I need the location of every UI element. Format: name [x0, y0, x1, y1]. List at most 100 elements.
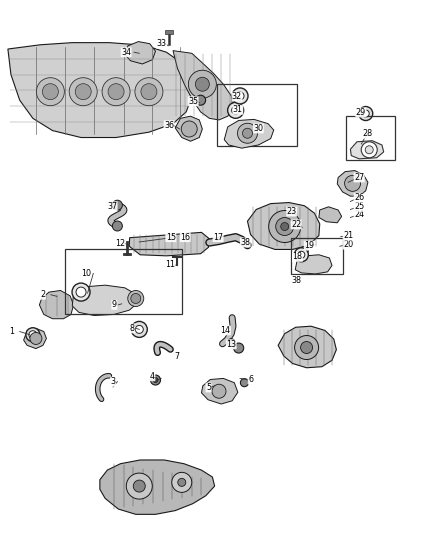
Circle shape [151, 375, 160, 385]
Text: 5: 5 [206, 383, 211, 392]
Text: 10: 10 [81, 269, 91, 278]
Text: 14: 14 [221, 326, 230, 335]
Circle shape [228, 102, 244, 118]
Text: 28: 28 [363, 130, 373, 138]
Text: 27: 27 [354, 173, 364, 182]
Text: 30: 30 [254, 124, 263, 133]
Circle shape [42, 84, 58, 100]
Text: 7: 7 [174, 352, 180, 361]
Circle shape [141, 84, 157, 100]
Circle shape [131, 294, 141, 303]
Circle shape [36, 78, 64, 106]
Text: 19: 19 [304, 241, 314, 250]
Text: 36: 36 [164, 121, 174, 130]
Polygon shape [100, 460, 215, 514]
Text: 20: 20 [343, 240, 353, 249]
Circle shape [237, 123, 258, 143]
Circle shape [300, 246, 308, 255]
Circle shape [365, 146, 373, 154]
Circle shape [113, 221, 122, 231]
Polygon shape [24, 328, 46, 349]
Circle shape [236, 92, 244, 100]
Polygon shape [224, 119, 274, 148]
Text: 38: 38 [291, 276, 301, 285]
Polygon shape [8, 43, 192, 138]
Circle shape [295, 335, 318, 360]
Circle shape [188, 70, 216, 98]
Text: 13: 13 [226, 340, 236, 349]
Polygon shape [72, 285, 138, 316]
Circle shape [268, 211, 301, 243]
Bar [291, 238, 343, 274]
Text: 3: 3 [110, 377, 116, 386]
Circle shape [195, 77, 209, 91]
Bar [217, 84, 297, 146]
Circle shape [294, 248, 308, 262]
Text: 9: 9 [112, 301, 117, 309]
Circle shape [72, 283, 90, 301]
Text: 23: 23 [286, 207, 297, 216]
Circle shape [243, 128, 252, 138]
Circle shape [76, 287, 86, 297]
Polygon shape [278, 326, 336, 368]
Text: 29: 29 [356, 108, 366, 117]
Circle shape [298, 251, 305, 259]
Text: 21: 21 [343, 231, 353, 240]
Text: 4: 4 [150, 372, 155, 381]
Text: 34: 34 [121, 48, 131, 56]
Circle shape [128, 290, 144, 306]
Circle shape [212, 384, 226, 398]
Circle shape [300, 342, 313, 353]
Circle shape [69, 78, 97, 106]
Polygon shape [295, 255, 332, 274]
Circle shape [234, 343, 244, 353]
Circle shape [113, 200, 122, 210]
Text: 35: 35 [188, 97, 198, 106]
Circle shape [281, 222, 289, 231]
Circle shape [362, 110, 369, 117]
Text: 22: 22 [291, 220, 301, 229]
Circle shape [227, 338, 235, 347]
Circle shape [232, 106, 240, 115]
Text: 1: 1 [9, 327, 14, 336]
Text: 18: 18 [293, 253, 302, 261]
Circle shape [361, 142, 377, 158]
Circle shape [102, 78, 130, 106]
Circle shape [172, 472, 192, 492]
Circle shape [196, 95, 205, 105]
Text: 31: 31 [233, 106, 243, 114]
Text: 12: 12 [115, 239, 125, 247]
Circle shape [240, 378, 248, 387]
Circle shape [133, 480, 145, 492]
Circle shape [181, 121, 197, 137]
Polygon shape [247, 203, 320, 249]
Text: 2: 2 [40, 290, 46, 299]
Circle shape [131, 321, 147, 337]
Circle shape [359, 107, 373, 120]
Polygon shape [129, 232, 209, 256]
Text: 24: 24 [354, 211, 364, 219]
Polygon shape [350, 141, 384, 159]
Circle shape [135, 78, 163, 106]
Bar [165, 30, 173, 34]
Polygon shape [337, 171, 368, 196]
Text: 15: 15 [166, 233, 176, 241]
Circle shape [153, 377, 158, 383]
Bar [65, 249, 182, 314]
Polygon shape [319, 207, 342, 223]
Text: 6: 6 [248, 375, 253, 384]
Text: 37: 37 [107, 202, 117, 211]
Circle shape [135, 325, 143, 334]
Text: 17: 17 [213, 233, 223, 241]
Circle shape [108, 84, 124, 100]
Text: 16: 16 [180, 233, 190, 241]
Polygon shape [39, 290, 74, 319]
Polygon shape [173, 51, 233, 120]
Text: 11: 11 [165, 261, 175, 269]
Circle shape [178, 478, 186, 487]
Circle shape [345, 175, 360, 191]
Circle shape [75, 84, 91, 100]
Circle shape [26, 328, 40, 342]
Circle shape [232, 88, 248, 104]
Text: 26: 26 [354, 193, 364, 202]
